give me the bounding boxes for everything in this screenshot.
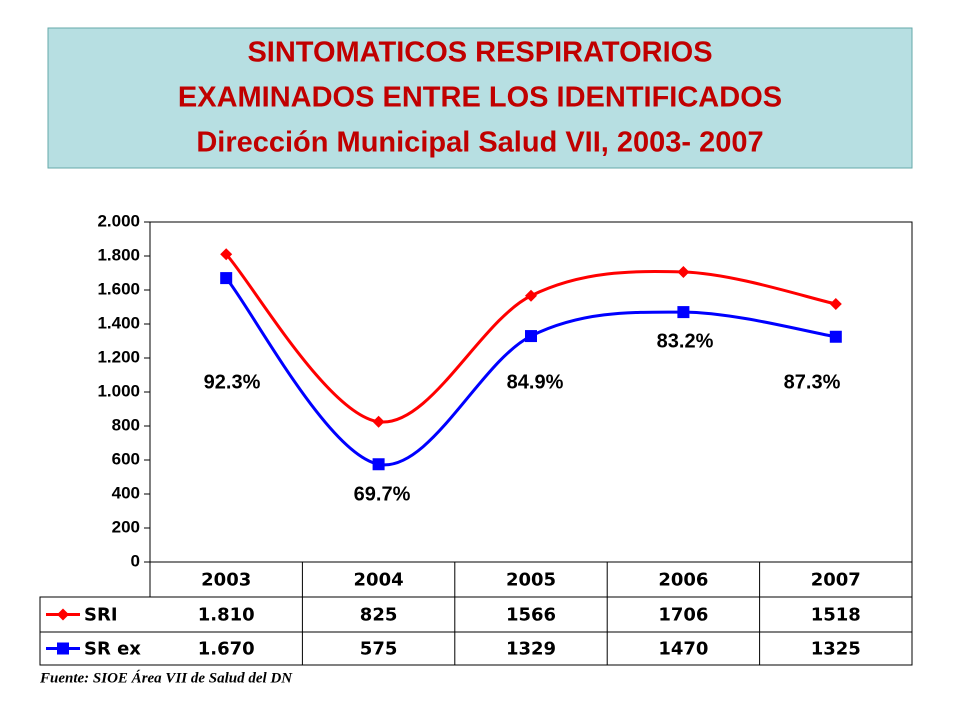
marker	[525, 330, 537, 343]
chart-subtitle: Dirección Municipal Salud VII, 2003- 200…	[196, 127, 763, 159]
table-cell: 1566	[506, 605, 556, 626]
marker	[829, 297, 842, 310]
y-tick-label: 1.200	[97, 347, 140, 366]
title-box	[47, 27, 913, 169]
x-tick-label: 2005	[506, 570, 556, 591]
annotation: 92.3%	[204, 371, 261, 393]
annotation: 84.9%	[507, 371, 564, 393]
marker	[829, 330, 842, 343]
x-tick-label: 2007	[811, 570, 861, 591]
table-cell: 1325	[811, 639, 861, 660]
x-tick-label: 2006	[658, 570, 708, 591]
annotation: 87.3%	[784, 371, 841, 393]
y-tick-label: 1.800	[97, 245, 140, 264]
table-cell: 1329	[506, 639, 556, 660]
table-cell: 825	[360, 605, 398, 626]
plot-area	[149, 221, 913, 563]
table-cell: 1470	[658, 639, 708, 660]
series-line	[225, 253, 837, 424]
x-tick-label: 2004	[354, 570, 404, 591]
y-tick-label: 600	[112, 449, 140, 468]
marker	[372, 458, 385, 471]
marker	[220, 272, 233, 285]
y-tick-label: 1.600	[97, 279, 140, 298]
y-tick-label: 1.400	[97, 313, 140, 332]
y-tick-label: 400	[112, 483, 140, 502]
table-cell: 1518	[811, 605, 861, 626]
table-border	[39, 596, 913, 666]
chart-title: SINTOMATICOS RESPIRATORIOS	[247, 37, 712, 69]
source: Fuente: SIOE Área VII de Salud del DN	[39, 669, 293, 686]
legend-label: SRI	[84, 605, 118, 626]
x-tick-label: 2003	[201, 570, 251, 591]
annotation: 83.2%	[657, 330, 714, 352]
marker	[57, 642, 69, 655]
table-cell: 1.670	[198, 639, 255, 660]
y-tick-label: 800	[112, 415, 140, 434]
marker	[677, 306, 690, 319]
marker	[372, 415, 385, 428]
table-cell: 1706	[658, 605, 708, 626]
series-line	[225, 277, 837, 467]
y-tick-label: 1.000	[97, 381, 140, 400]
y-tick-label: 0	[131, 551, 140, 570]
marker	[57, 608, 69, 621]
y-tick-label: 2.000	[97, 211, 140, 230]
marker	[220, 248, 233, 261]
annotation: 69.7%	[354, 483, 411, 505]
marker	[677, 265, 690, 278]
chart-title: EXAMINADOS ENTRE LOS IDENTIFICADOS	[178, 82, 782, 114]
table-cell: 1.810	[198, 605, 255, 626]
marker	[525, 289, 537, 302]
legend-label: SR ex	[84, 639, 141, 660]
table-cell: 575	[360, 639, 398, 660]
y-tick-label: 200	[112, 517, 140, 536]
